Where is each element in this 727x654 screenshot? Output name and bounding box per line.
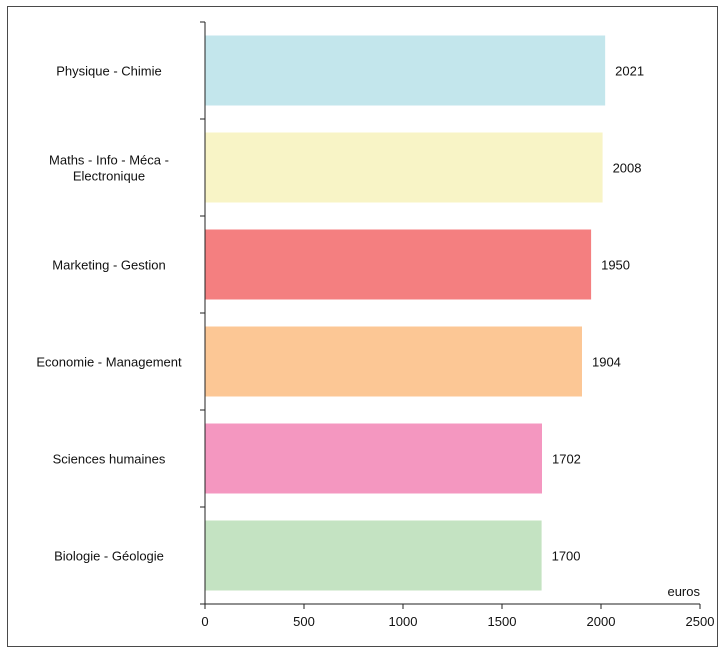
x-tick-label-2: 1000 [389,614,418,629]
bar-4 [205,423,542,494]
x-tick-label-5: 2500 [686,614,715,629]
x-tick-label-4: 2000 [587,614,616,629]
bar-3 [205,326,582,397]
category-label-1-line-0: Maths - Info - Méca - [49,153,169,168]
axes-group [200,21,701,609]
labels-group: 2021 Physique - Chimie 2008 Maths - Info - … [36,64,714,630]
value-label-5: 1700 [552,549,581,564]
x-tick-label-3: 1500 [488,614,517,629]
category-label-0: Physique - Chimie [56,64,162,79]
bar-0 [205,35,606,106]
x-axis-label: euros [667,584,700,599]
category-label-1-line-1: Electronique [73,169,145,184]
value-label-3: 1904 [592,355,621,370]
bar-2 [205,229,592,300]
x-tick-label-1: 500 [293,614,315,629]
category-label-2: Marketing - Gestion [52,258,165,273]
bars-group [205,35,606,591]
value-label-0: 2021 [615,64,644,79]
category-label-3: Economie - Management [36,355,182,370]
bar-1 [205,132,603,203]
x-tick-label-0: 0 [201,614,208,629]
value-label-2: 1950 [601,258,630,273]
category-label-4: Sciences humaines [53,452,166,467]
category-label-5: Biologie - Géologie [54,549,164,564]
bar-5 [205,520,542,591]
value-label-4: 1702 [552,452,581,467]
value-label-1: 2008 [613,161,642,176]
